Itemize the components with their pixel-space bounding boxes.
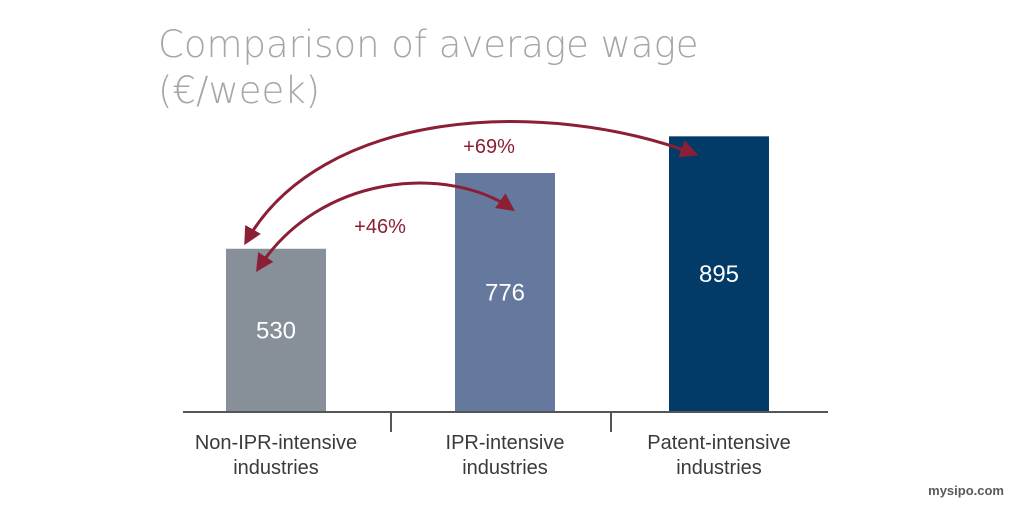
value-label-1: 530 [256, 317, 296, 344]
bar-1 [226, 248, 326, 412]
comparison-arrow-2 [244, 120, 699, 246]
value-label-2: 776 [485, 279, 525, 306]
value-label-3: 895 [699, 261, 739, 288]
category-label-2: IPR-intensive industries [446, 432, 565, 479]
annotation-label-2: +69% [463, 136, 515, 158]
category-label-3: Patent-intensive industries [647, 432, 790, 479]
category-label-1: Non-IPR-intensive industries [195, 432, 357, 479]
annotation-label-1: +46% [354, 216, 406, 238]
watermark-text: mysipo.com [928, 483, 1004, 498]
chart-title: Comparison of average wage (€/week) [158, 23, 699, 112]
